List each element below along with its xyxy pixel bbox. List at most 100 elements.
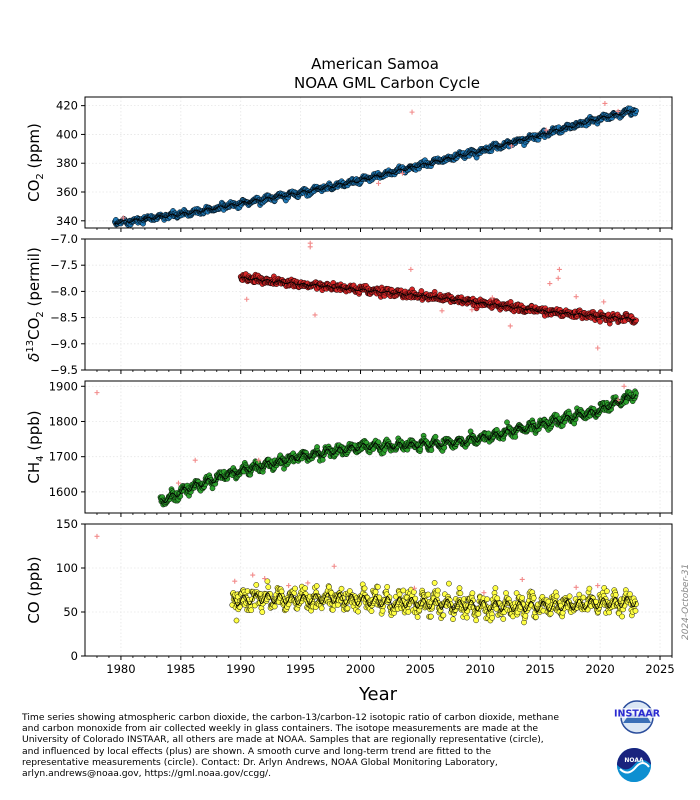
d13c-outlier-marker xyxy=(507,323,513,329)
co2-outlier-marker xyxy=(376,180,381,186)
co-point xyxy=(469,590,476,597)
y-tick-label: 340 xyxy=(56,214,78,228)
co-outlier-marker xyxy=(595,583,601,589)
co-point xyxy=(473,617,479,624)
co-point xyxy=(519,594,526,601)
d13c-axes-frame xyxy=(84,238,673,371)
co-point xyxy=(500,616,507,622)
y-tick-label: 50 xyxy=(63,605,78,619)
co2-outlier-marker xyxy=(120,215,126,221)
co-point xyxy=(627,591,633,597)
co2-point xyxy=(633,108,639,114)
noaa-logo: NOAA xyxy=(617,748,651,782)
chart-title-line2: NOAA GML Carbon Cycle xyxy=(294,74,480,92)
d13c-outlier-marker xyxy=(547,281,553,287)
y-tick-label: 420 xyxy=(56,99,78,113)
co-point xyxy=(431,580,438,586)
co-point xyxy=(368,608,375,614)
co-outlier-marker xyxy=(331,563,337,569)
co-point xyxy=(414,614,421,620)
ch4-point xyxy=(428,447,435,453)
d13c-point xyxy=(597,318,603,325)
co-point xyxy=(489,614,496,621)
co-point xyxy=(292,585,298,592)
co-series xyxy=(94,533,639,626)
co-point xyxy=(530,595,537,601)
x-tick-label: 2000 xyxy=(346,662,375,676)
co-point xyxy=(446,580,452,587)
y-tick-label: 360 xyxy=(56,185,78,199)
d13c-series xyxy=(237,240,639,351)
x-tick-label: 1980 xyxy=(106,662,135,676)
co2-smooth-curve xyxy=(114,109,637,225)
chart-title-line1: American Samoa xyxy=(311,55,439,73)
co-point xyxy=(456,585,463,591)
ch4-outlier-marker xyxy=(192,457,198,463)
x-tick-label: 1995 xyxy=(286,662,315,676)
co-point xyxy=(604,588,610,595)
co-point xyxy=(632,607,639,614)
co2-outlier-marker xyxy=(508,143,514,149)
co-point xyxy=(384,584,391,590)
y-tick-label: 1800 xyxy=(49,414,78,428)
co-point xyxy=(335,602,341,608)
ch4-point xyxy=(432,433,439,440)
co-point xyxy=(233,617,240,624)
co-outlier-marker xyxy=(232,578,238,584)
d13c-point xyxy=(418,288,425,294)
co-point xyxy=(375,584,381,590)
co-outlier-marker xyxy=(286,583,292,589)
d13c-outlier-marker xyxy=(244,296,250,302)
ch4-y-axis-label: CH4 (ppb) xyxy=(25,410,46,483)
d13c-outlier-marker xyxy=(307,244,313,250)
y-tick-label: 100 xyxy=(56,561,78,575)
y-tick-label: 1700 xyxy=(49,450,78,464)
co2-outlier-marker xyxy=(602,100,608,106)
co-point xyxy=(302,585,308,592)
co-point xyxy=(464,614,470,621)
d13c-outlier-marker xyxy=(555,275,561,281)
x-tick-label: 2015 xyxy=(526,662,555,676)
y-tick-label: 1900 xyxy=(49,379,78,393)
co-point xyxy=(533,614,539,620)
panels-group: 340 360 380 400 420 CO2 (ppm) −9.5 −9.0 −8.5 −8.0… xyxy=(25,96,675,676)
co-point xyxy=(484,596,490,603)
co2-y-axis-label: CO2 (ppm) xyxy=(25,123,46,202)
co-point xyxy=(338,585,345,592)
x-tick-label: 1985 xyxy=(166,662,195,676)
ch4-series xyxy=(94,383,639,508)
co-point xyxy=(428,613,434,620)
x-tick-label: 2010 xyxy=(466,662,495,676)
d13c-outlier-marker xyxy=(469,307,475,313)
d13c-outlier-marker xyxy=(595,345,601,351)
d13c-outlier-marker xyxy=(489,295,495,301)
co-point xyxy=(492,585,499,591)
caption-line: and influenced by local effects (plus) a… xyxy=(22,745,491,757)
co-point xyxy=(434,587,441,594)
co-point xyxy=(457,590,464,597)
co-point xyxy=(475,610,482,617)
co-point xyxy=(248,607,255,614)
y-tick-label: 150 xyxy=(56,517,78,531)
co-point xyxy=(450,616,456,623)
d13c-outlier-marker xyxy=(439,308,445,314)
y-tick-label: 400 xyxy=(56,127,78,141)
instaar-logo: INSTAAR xyxy=(614,700,660,734)
co-axes-frame xyxy=(84,523,673,657)
x-tick-label: 2025 xyxy=(645,662,674,676)
co2-outlier-marker xyxy=(399,170,405,176)
date-stamp: 2024-October-31 xyxy=(681,564,691,640)
ch4-point xyxy=(512,434,519,440)
d13c-outlier-marker xyxy=(601,299,607,305)
co-point xyxy=(440,612,447,619)
noaa-logo-text: NOAA xyxy=(624,757,644,764)
y-tick-label: −9.0 xyxy=(50,337,78,351)
x-tick-label: 2020 xyxy=(585,662,614,676)
co-outlier-marker xyxy=(305,580,311,586)
ch4-outlier-marker xyxy=(94,390,100,396)
instaar-logo-text: INSTAAR xyxy=(614,709,660,720)
y-tick-label: 380 xyxy=(56,156,78,170)
co-point xyxy=(372,589,379,595)
y-tick-label: −9.5 xyxy=(50,363,78,377)
